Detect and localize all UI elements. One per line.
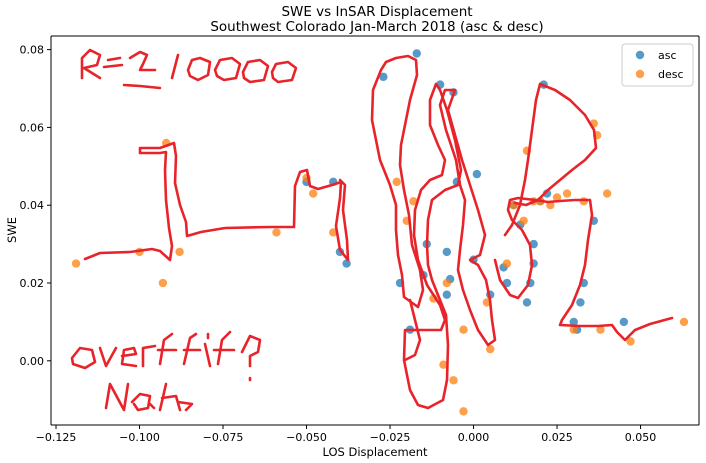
data-point-desc [309, 189, 318, 198]
data-point-asc [522, 298, 532, 307]
y-axis: 0.00 0.02 0.04 0.06 0.08 [20, 44, 51, 368]
x-axis-label: LOS Displacement [322, 445, 428, 459]
y-tick-label: 0.08 [20, 44, 45, 57]
data-point-asc [342, 259, 351, 268]
data-point-desc [175, 247, 184, 257]
data-point-asc [576, 298, 585, 307]
data-point-asc [412, 49, 421, 58]
legend-marker-asc [635, 50, 645, 60]
data-point-desc [449, 376, 458, 385]
x-tick-label: −0.025 [370, 431, 411, 444]
data-point-asc [379, 72, 388, 82]
data-point-desc [409, 197, 418, 206]
legend-marker-desc [635, 69, 645, 79]
data-point-asc [569, 317, 578, 327]
annotation-r2-squiggle [80, 48, 298, 90]
data-point-desc [626, 337, 635, 346]
scribble-loop-4 [493, 196, 674, 342]
data-point-desc [439, 360, 448, 369]
annotation-nah-squiggle [104, 382, 194, 412]
scribble-curve-left [83, 141, 350, 262]
x-tick-label: −0.050 [286, 431, 327, 444]
chart-subtitle: Southwest Colorado Jan-March 2018 (asc &… [210, 19, 543, 35]
scribble-underline [403, 298, 422, 362]
data-point-desc [459, 407, 468, 416]
scribble-loop-1 [370, 54, 425, 309]
data-point-desc [329, 228, 338, 237]
data-point-desc [579, 197, 588, 206]
x-tick-label: −0.075 [203, 431, 244, 444]
legend-label-asc: asc [658, 49, 677, 62]
scribble-loop-5 [503, 82, 598, 237]
y-tick-label: 0.04 [20, 199, 45, 212]
legend-label-desc: desc [658, 68, 684, 81]
data-point-desc [71, 259, 81, 268]
data-point-asc [619, 317, 629, 327]
data-point-asc [472, 169, 482, 179]
data-point-desc [486, 344, 495, 354]
scribble-loop-3 [438, 88, 497, 347]
y-tick-label: 0.00 [20, 355, 45, 368]
x-tick-label: 0.000 [458, 431, 490, 444]
y-tick-label: 0.06 [20, 121, 45, 134]
data-point-desc [569, 325, 578, 334]
x-tick-label: 0.050 [625, 431, 657, 444]
data-point-desc [459, 325, 468, 334]
x-tick-label: −0.125 [36, 431, 77, 444]
data-point-desc [679, 317, 689, 327]
y-tick-label: 0.02 [20, 277, 45, 290]
data-point-desc [562, 189, 572, 198]
x-tick-label: −0.100 [119, 431, 160, 444]
data-point-desc [552, 193, 562, 202]
data-point-desc [596, 325, 605, 334]
data-point-desc [158, 278, 168, 288]
data-point-desc [502, 259, 512, 268]
x-axis: −0.125 −0.100 −0.075 −0.050 −0.025 0.000 0.025… [36, 425, 657, 444]
chart-title: SWE vs InSAR Displacement [281, 4, 472, 20]
annotation-overfit-squiggle [70, 330, 262, 382]
data-point-asc [442, 247, 452, 257]
handwritten-scribbles [70, 48, 674, 412]
data-point-desc [392, 177, 401, 187]
data-point-desc [272, 228, 281, 237]
data-point-asc [442, 290, 452, 299]
axes-frame [50, 35, 700, 426]
data-point-asc [529, 239, 538, 249]
data-point-desc [602, 189, 612, 198]
x-tick-label: 0.025 [541, 431, 573, 444]
data-point-desc [442, 278, 452, 288]
scribble-loop-2 [402, 82, 463, 410]
y-axis-label: SWE [5, 217, 19, 243]
legend: asc desc [621, 43, 694, 87]
data-point-desc [519, 216, 528, 225]
